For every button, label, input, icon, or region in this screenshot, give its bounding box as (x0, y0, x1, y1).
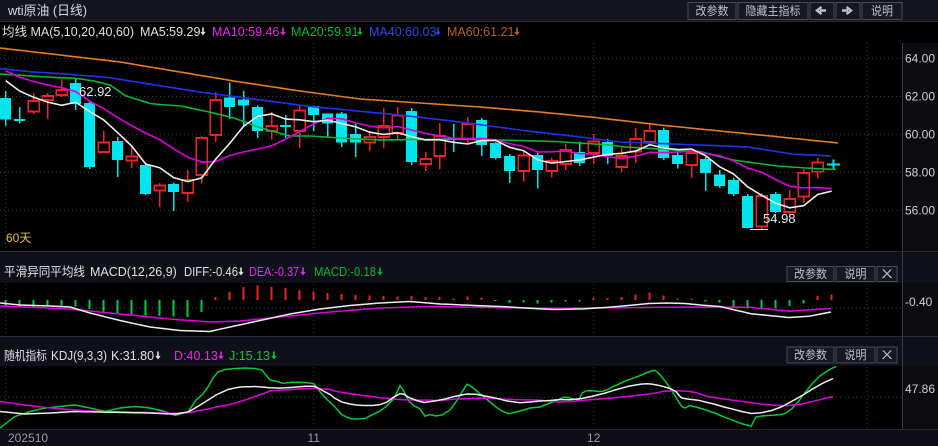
svg-text:62.00: 62.00 (905, 90, 935, 104)
svg-text:说明: 说明 (845, 266, 867, 281)
svg-text:56.00: 56.00 (905, 204, 935, 218)
svg-text:12: 12 (587, 431, 601, 445)
svg-text:64.00: 64.00 (905, 52, 935, 66)
svg-text:说明: 说明 (845, 347, 867, 362)
svg-text:MA40:60.03: MA40:60.03 (369, 25, 436, 39)
svg-text:隐藏主指标: 隐藏主指标 (746, 3, 801, 18)
svg-text:X: X (882, 348, 893, 362)
svg-text:随机指标: 随机指标 (4, 348, 47, 363)
svg-text:改参数: 改参数 (696, 3, 729, 18)
svg-text:MA60:61.21: MA60:61.21 (447, 25, 514, 39)
svg-text:KDJ(9,3,3): KDJ(9,3,3) (51, 349, 107, 363)
svg-text:60天: 60天 (6, 231, 31, 245)
svg-text:改参数: 改参数 (794, 347, 827, 362)
svg-text:MA10:59.46: MA10:59.46 (212, 25, 279, 39)
svg-text:MACD(12,26,9): MACD(12,26,9) (90, 265, 177, 279)
svg-text:K:31.80: K:31.80 (111, 349, 154, 363)
svg-text:DEA:-0.37: DEA:-0.37 (249, 265, 299, 279)
svg-text:平滑异同平均线: 平滑异同平均线 (4, 265, 85, 279)
svg-text:DIFF:-0.46: DIFF:-0.46 (184, 265, 238, 279)
svg-text:MA5:59.29: MA5:59.29 (140, 25, 201, 39)
svg-text:54.98: 54.98 (763, 211, 796, 226)
svg-text:改参数: 改参数 (794, 266, 827, 281)
svg-text:MACD:-0.18: MACD:-0.18 (314, 265, 376, 279)
svg-text:202510: 202510 (8, 431, 48, 445)
svg-text:11: 11 (307, 431, 320, 445)
svg-text:J:15.13: J:15.13 (229, 349, 270, 363)
svg-text:62.92: 62.92 (79, 84, 112, 99)
svg-text:D:40.13: D:40.13 (174, 349, 218, 363)
svg-text:wti原油 (日线): wti原油 (日线) (7, 3, 87, 18)
svg-text:-0.40: -0.40 (905, 295, 933, 309)
svg-text:MA20:59.91: MA20:59.91 (291, 25, 358, 39)
svg-text:58.00: 58.00 (905, 166, 935, 180)
svg-text:X: X (882, 267, 893, 281)
svg-text:说明: 说明 (871, 3, 893, 18)
svg-text:均线 MA(5,10,20,40,60): 均线 MA(5,10,20,40,60) (2, 25, 134, 39)
svg-text:60.00: 60.00 (905, 128, 935, 142)
svg-text:47.86: 47.86 (905, 382, 935, 396)
